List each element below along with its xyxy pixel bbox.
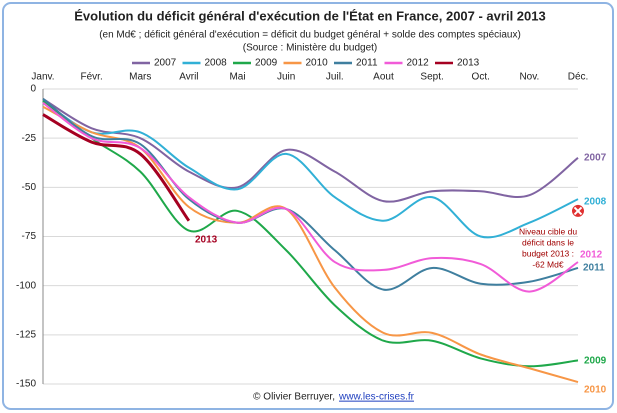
series-line [42,100,579,368]
target-label: -62 Md€ [532,259,563,269]
x-tick-label: Aout [373,72,394,83]
y-tick-label: -125 [16,329,36,340]
chart-title: Évolution du déficit général d'exécution… [74,8,545,23]
x-tick-label: Janv. [31,72,54,83]
y-tick-label: -25 [22,133,37,144]
x-tick-label: Juin [277,72,295,83]
legend-label: 2007 [154,58,177,69]
x-tick-label: Oct. [472,72,490,83]
x-tick-label: Juil. [326,72,344,83]
series-line [42,113,191,222]
series-end-label: 2013 [195,235,218,246]
x-tick-label: Mars [129,72,151,83]
y-tick-label: -75 [22,231,37,242]
x-tick-label: Nov. [519,72,539,83]
legend-label: 2008 [205,58,228,69]
subtitle: (Source : Ministère du budget) [243,43,378,54]
x-tick-label: Avril [179,72,198,83]
series-end-label: 2008 [584,197,607,208]
y-tick-label: -150 [16,379,36,390]
series-end-label: 2007 [584,153,607,164]
y-tick-label: -100 [16,280,36,291]
series-end-label: 2011 [583,263,605,274]
series-line [42,98,579,291]
footer: © Olivier Berruyer, [253,392,335,403]
series-line [42,101,579,293]
series-end-label: 2010 [584,385,607,396]
series-end-label: 2009 [584,356,607,367]
footer-link[interactable]: www.les-crises.fr [338,392,415,403]
legend-label: 2011 [356,58,378,69]
target-label: Niveau cible du [519,226,577,236]
target-label: déficit dans le [522,237,574,247]
series-end-label: 2012 [580,250,603,261]
subtitle: (en Md€ ; déficit général d'exécution = … [99,30,521,41]
series-line [42,99,579,239]
x-tick-label: Sept. [420,72,443,83]
legend-label: 2012 [407,58,430,69]
x-tick-label: Déc. [568,72,589,83]
legend-label: 2010 [306,58,329,69]
target-cross [573,206,583,216]
series-line [42,97,579,203]
target-label: budget 2013 : [522,248,574,258]
y-tick-label: 0 [30,84,36,95]
frame [2,2,614,410]
x-tick-label: Févr. [81,72,103,83]
legend-label: 2013 [457,58,480,69]
x-tick-label: Mai [229,72,245,83]
legend-label: 2009 [255,58,278,69]
y-tick-label: -50 [22,182,37,193]
